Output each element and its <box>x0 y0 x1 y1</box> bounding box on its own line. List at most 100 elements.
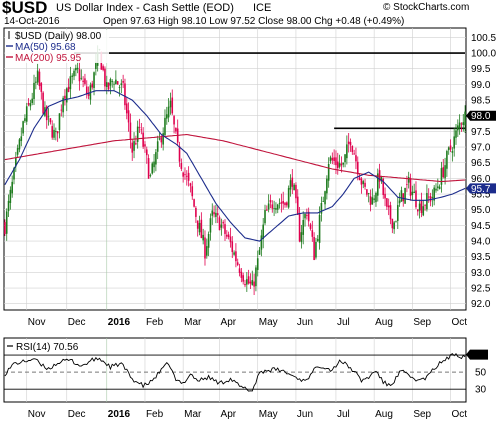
candle-up <box>251 280 254 286</box>
candle-down <box>236 262 239 265</box>
ohlc-readout: Open 97.63 High 98.10 Low 97.52 Close 98… <box>103 16 405 27</box>
candle-up <box>80 77 83 79</box>
candle-down <box>140 129 143 131</box>
candle-up <box>167 106 170 118</box>
candle-down <box>369 196 372 205</box>
price-tick-label: 94.0 <box>471 237 491 248</box>
candle-up <box>165 114 168 119</box>
candle-down <box>349 141 352 146</box>
x-tick-label: Jul <box>337 317 350 328</box>
candle-up <box>198 222 201 233</box>
candle-down <box>78 69 81 82</box>
candle-down <box>147 158 150 179</box>
price-tick-label: 93.5 <box>471 252 491 263</box>
candle-down <box>231 241 234 253</box>
x-tick-label: Jul <box>337 409 350 420</box>
legend-bg <box>5 41 109 52</box>
candle-down <box>244 283 246 286</box>
candle-down <box>85 86 88 94</box>
candle-down <box>218 217 221 231</box>
x-tick-label: Oct <box>452 317 468 328</box>
candle-up <box>315 241 317 258</box>
x-tick-label: Jun <box>297 317 313 328</box>
candle-down <box>336 161 339 169</box>
candle-up <box>18 139 21 150</box>
candle-up <box>109 79 112 86</box>
candle-down <box>311 230 314 237</box>
candle-down <box>235 251 237 262</box>
candle-up <box>375 192 377 203</box>
candle-down <box>124 83 126 106</box>
candle-down <box>340 163 343 166</box>
candle-up <box>422 206 425 216</box>
x-tick-label: Apr <box>221 409 237 420</box>
candle-down <box>249 281 252 284</box>
candle-up <box>464 111 466 126</box>
candle-down <box>280 202 283 204</box>
candle-down <box>271 204 274 209</box>
candle-up <box>398 200 401 204</box>
candle-up <box>258 249 261 255</box>
candle-down <box>38 71 41 87</box>
candle-up <box>276 204 279 210</box>
candle-up <box>329 157 332 162</box>
candle-up <box>304 213 306 219</box>
candle-down <box>415 190 417 208</box>
x-tick-label: Jun <box>297 409 313 420</box>
candle-down <box>191 186 194 197</box>
candle-up <box>342 162 345 165</box>
x-tick-label: Feb <box>146 409 164 420</box>
candle-up <box>431 197 434 198</box>
candle-up <box>156 141 159 152</box>
ma50-marker <box>466 183 496 194</box>
candle-down <box>266 209 268 211</box>
candle-down <box>184 174 186 176</box>
price-tick-label: 96.5 <box>471 158 491 169</box>
candle-down <box>247 276 250 284</box>
candle-up <box>11 181 13 194</box>
candle-down <box>358 177 361 180</box>
candle-up <box>162 133 164 145</box>
price-tick-label: 97.0 <box>471 143 491 154</box>
candle-down <box>187 172 190 181</box>
candle-up <box>371 197 374 205</box>
candle-down <box>227 234 230 238</box>
candle-down <box>406 184 408 186</box>
candle-up <box>53 129 55 138</box>
candle-down <box>449 145 452 150</box>
candle-down <box>131 142 134 153</box>
candle-down <box>122 81 124 83</box>
x-tick-label: Dec <box>68 409 86 420</box>
candle-down <box>84 78 86 84</box>
candle-down <box>27 103 30 105</box>
candle-up <box>136 126 139 142</box>
candle-down <box>309 224 312 229</box>
candle-down <box>102 66 104 71</box>
candle-down <box>416 209 419 212</box>
candle-down <box>180 163 183 169</box>
candle-up <box>433 187 435 201</box>
x-tick-label: Dec <box>68 317 86 328</box>
x-tick-label: Apr <box>221 317 237 328</box>
candle-up <box>24 118 26 122</box>
candle-up <box>15 157 17 167</box>
candle-up <box>453 136 455 149</box>
rsi-line <box>4 352 466 392</box>
exchange: ICE <box>253 2 272 14</box>
candle-up <box>16 148 19 155</box>
price-tick-label: 95.0 <box>471 205 491 216</box>
candle-up <box>380 177 383 181</box>
rsi-tick-label: 50 <box>475 368 487 379</box>
x-tick-label: Sep <box>413 317 431 328</box>
candle-up <box>255 267 257 287</box>
candle-down <box>333 157 335 162</box>
candle-up <box>318 214 321 243</box>
candle-up <box>215 212 217 217</box>
candle-up <box>447 147 450 151</box>
candle-up <box>95 62 97 69</box>
candle-up <box>31 98 33 104</box>
candle-down <box>213 212 215 215</box>
candle-up <box>393 222 395 230</box>
